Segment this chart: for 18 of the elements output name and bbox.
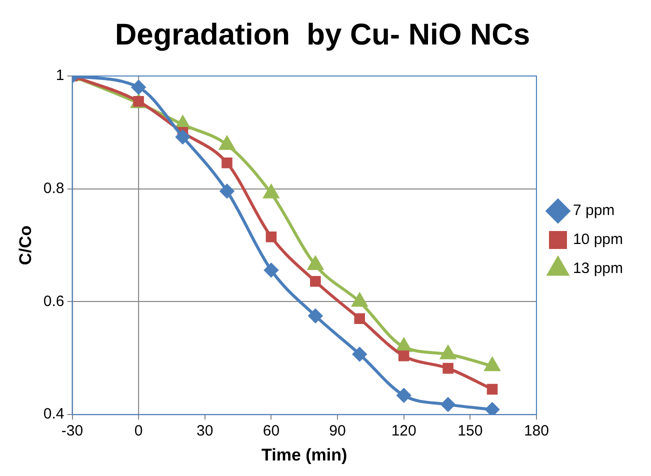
chart-title: Degradation by Cu- NiO NCs	[114, 18, 530, 52]
x-tick-label: 120	[391, 422, 416, 440]
x-tick-label: 180	[524, 422, 549, 440]
y-tick-label: 0.8	[43, 180, 64, 198]
legend-label: 13 ppm	[572, 260, 624, 278]
x-tick-label: 0	[134, 422, 143, 440]
x-axis-title: Time (min)	[262, 445, 348, 464]
x-tick-label: 150	[458, 422, 483, 440]
x-tick-label: 90	[329, 422, 346, 440]
legend-label: 10 ppm	[572, 231, 624, 248]
y-tick-label: 1	[56, 67, 64, 84]
x-tick-label: -30	[61, 422, 84, 440]
legend-label: 7 ppm	[572, 202, 615, 220]
x-tick-label: 60	[262, 422, 280, 440]
y-axis-title: C/Co	[16, 225, 35, 266]
x-tick-label: 30	[196, 422, 214, 440]
y-tick-label: 0.4	[43, 406, 64, 423]
y-tick-label: 0.6	[43, 292, 64, 310]
